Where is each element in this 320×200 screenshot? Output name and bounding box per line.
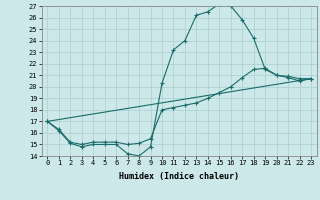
X-axis label: Humidex (Indice chaleur): Humidex (Indice chaleur) (119, 172, 239, 181)
